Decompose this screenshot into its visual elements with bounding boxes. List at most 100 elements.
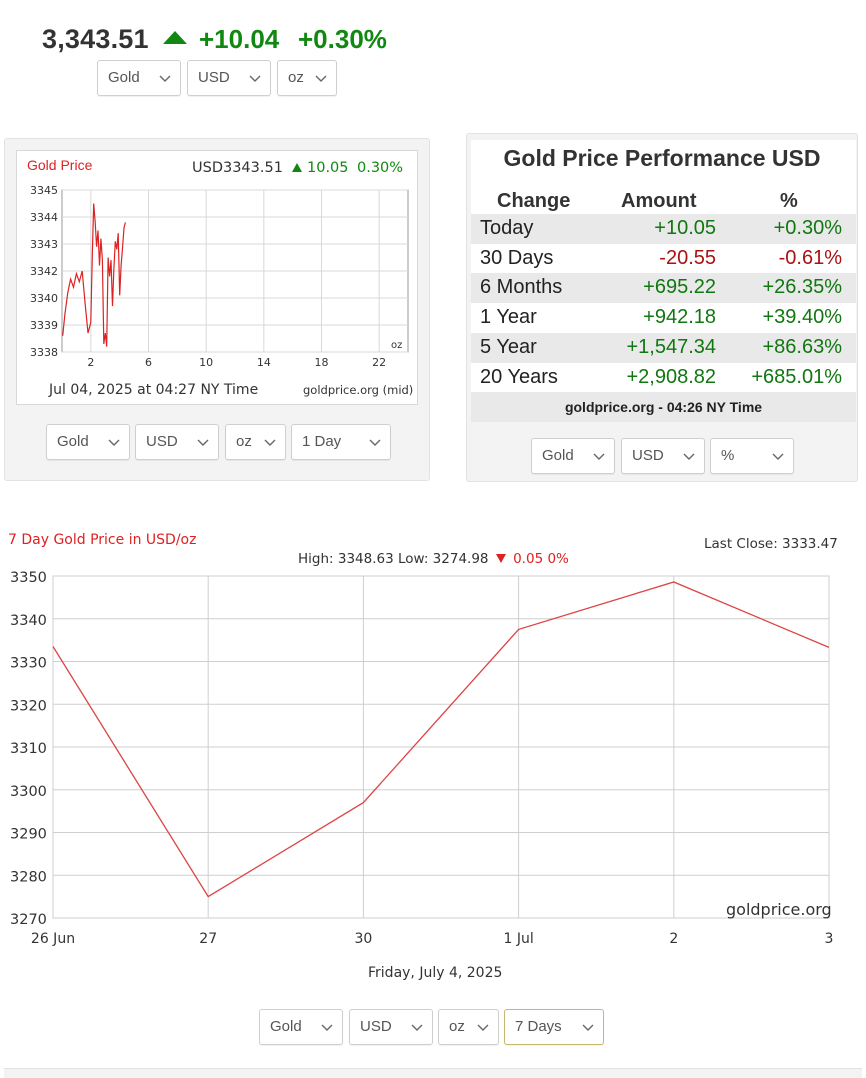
y-axis-ticks: 3270 3280 3290 3300 3310 3320 3330 3340 3350 xyxy=(10,570,47,928)
row-amount: +2,908.82 xyxy=(626,365,716,388)
currency-select[interactable]: USD xyxy=(349,1009,433,1045)
chevron-down-icon xyxy=(315,75,327,82)
y-tick-label: 3290 xyxy=(10,827,47,843)
y-tick-label: 3340 xyxy=(30,292,58,305)
y-tick-label: 3345 xyxy=(30,184,58,197)
unit-select[interactable]: oz xyxy=(225,424,286,460)
metal-select[interactable]: Gold xyxy=(259,1009,343,1045)
y-tick-label: 3343 xyxy=(30,238,58,251)
performance-row: 6 Months +695.22 +26.35% xyxy=(471,273,856,304)
x-tick-label: 2 xyxy=(87,356,94,369)
x-tick-label: 26 Jun xyxy=(31,931,75,947)
x-tick-label: 6 xyxy=(145,356,152,369)
range-select[interactable]: 7 Days xyxy=(504,1009,604,1045)
up-arrow-icon xyxy=(292,163,302,172)
chevron-down-icon xyxy=(197,439,209,446)
unit-select[interactable]: oz xyxy=(277,60,337,96)
chevron-down-icon xyxy=(108,439,120,446)
y-tick-label: 3280 xyxy=(10,869,47,885)
performance-footer: goldprice.org - 04:26 NY Time xyxy=(471,392,856,422)
daily-gold-chart: Gold Price USD3343.51 10.05 0.30% 334533… xyxy=(27,157,413,398)
row-period: 1 Year xyxy=(480,306,537,329)
unit-label: oz xyxy=(391,340,402,351)
chevron-down-icon xyxy=(683,453,695,460)
performance-row: 20 Years +2,908.82 +685.01% xyxy=(471,362,856,393)
chart-quote: USD3343.51 xyxy=(192,160,283,176)
y-tick-label: 3344 xyxy=(30,211,58,224)
next-section xyxy=(4,1068,862,1078)
metal-select[interactable]: Gold xyxy=(97,60,181,96)
currency-select[interactable]: USD xyxy=(135,424,219,460)
price-change: +10.04 xyxy=(199,24,280,54)
x-tick-label: 22 xyxy=(372,356,386,369)
y-tick-label: 3339 xyxy=(30,319,58,332)
y-tick-label: 3330 xyxy=(10,656,47,672)
chevron-down-icon xyxy=(249,75,261,82)
x-tick-label: 30 xyxy=(354,931,372,947)
weekly-chart-title: 7 Day Gold Price in USD/oz xyxy=(8,532,197,548)
performance-row: 5 Year +1,547.34 +86.63% xyxy=(471,332,856,363)
row-period: Today xyxy=(480,217,534,239)
row-percent: +86.63% xyxy=(762,335,842,358)
performance-title: Gold Price Performance USD xyxy=(503,145,821,171)
performance-header: Change Amount % xyxy=(471,188,856,214)
y-tick-label: 3350 xyxy=(10,570,47,586)
row-percent: +685.01% xyxy=(751,365,842,388)
row-percent: +0.30% xyxy=(773,217,842,239)
x-tick-label: 10 xyxy=(199,356,213,369)
row-period: 20 Years xyxy=(480,365,558,388)
x-tick-label: 27 xyxy=(199,931,217,947)
row-amount: +695.22 xyxy=(643,276,716,299)
high-low: High: 3348.63 Low: 3274.98 0.05 0% xyxy=(298,551,569,567)
last-close: Last Close: 3333.47 xyxy=(704,536,838,552)
high-low-text: High: 3348.63 Low: 3274.98 xyxy=(298,551,489,567)
performance-row: 30 Days -20.55 -0.61% xyxy=(471,243,856,274)
chart-quote-change: 10.05 xyxy=(307,160,349,176)
y-tick-label: 3300 xyxy=(10,784,47,800)
chevron-down-icon xyxy=(582,1024,594,1031)
chevron-down-icon xyxy=(772,453,784,460)
price-change-percent: +0.30% xyxy=(298,24,387,54)
chevron-down-icon xyxy=(159,75,171,82)
x-tick-label: 3 xyxy=(825,931,834,947)
watermark: goldprice.org xyxy=(726,900,832,919)
x-tick-label: 18 xyxy=(315,356,329,369)
row-percent: +39.40% xyxy=(762,306,842,329)
range-select[interactable]: 1 Day xyxy=(291,424,391,460)
unit-select[interactable]: oz xyxy=(438,1009,499,1045)
x-tick-label: 1 Jul xyxy=(503,931,533,947)
row-amount: +1,547.34 xyxy=(626,335,716,358)
row-period: 5 Year xyxy=(480,335,537,358)
y-tick-label: 3338 xyxy=(30,346,58,359)
row-amount: +942.18 xyxy=(643,306,716,329)
chevron-down-icon xyxy=(369,439,381,446)
x-axis-ticks: 2 6 10 14 18 22 xyxy=(87,356,386,369)
performance-row: Today +10.05 +0.30% xyxy=(471,214,856,244)
price-line xyxy=(52,581,830,898)
x-tick-label: 14 xyxy=(257,356,271,369)
row-percent: -0.61% xyxy=(778,246,842,269)
metal-select[interactable]: Gold xyxy=(46,424,130,460)
y-tick-label: 3340 xyxy=(10,613,47,629)
chevron-down-icon xyxy=(593,453,605,460)
chart-timestamp: Jul 04, 2025 at 04:27 NY Time xyxy=(48,382,258,398)
chevron-down-icon xyxy=(264,439,276,446)
performance-row: 1 Year +942.18 +39.40% xyxy=(471,303,856,334)
unit-select[interactable]: % xyxy=(710,438,794,474)
y-axis-ticks: 3345 3344 3343 3342 3340 3339 3338 xyxy=(30,184,58,359)
weekly-gold-chart: 3270 3280 3290 3300 3310 3320 3330 3340 3350 26 … xyxy=(10,570,834,981)
x-axis-ticks: 26 Jun 27 30 1 Jul 2 3 xyxy=(31,931,834,947)
chart-quote-pct: 0.30% xyxy=(357,160,403,176)
col-change: Change xyxy=(497,190,571,212)
chevron-down-icon xyxy=(411,1024,423,1031)
col-percent: % xyxy=(780,190,798,212)
y-tick-label: 3320 xyxy=(10,698,47,714)
y-tick-label: 3310 xyxy=(10,741,47,757)
weekly-change: 0.05 0% xyxy=(513,551,569,567)
currency-select[interactable]: USD xyxy=(187,60,271,96)
metal-select[interactable]: Gold xyxy=(531,438,615,474)
x-tick-label: 2 xyxy=(669,931,678,947)
current-price: 3,343.51 xyxy=(42,24,149,54)
price-line xyxy=(62,203,126,347)
currency-select[interactable]: USD xyxy=(621,438,705,474)
